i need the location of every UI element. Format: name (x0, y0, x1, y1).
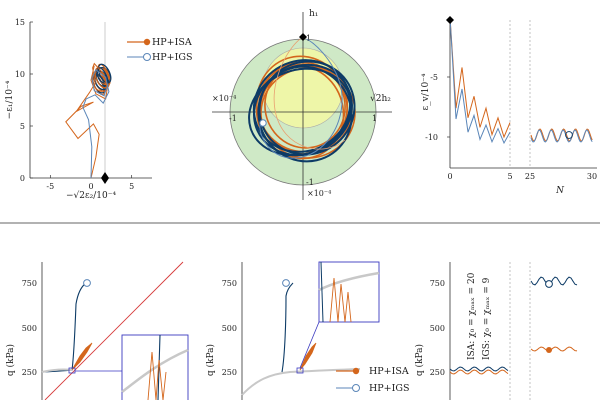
legend: HP+ISA HP+IGS (336, 366, 410, 394)
x-tick-0: 0 (447, 172, 452, 181)
marker-igs (83, 279, 91, 287)
isa-path (273, 39, 346, 150)
chart-bottom-left: 750 500 250 q (kPa) (5, 261, 189, 400)
inset-gray (121, 348, 189, 393)
marker-isa (546, 347, 552, 353)
igs-cycles-late (530, 276, 578, 286)
inset-gray (318, 271, 380, 292)
chart-top-right: -5 -10 0 5 25 30 ε_v/10⁻⁴ N (421, 16, 597, 196)
legend-isa-marker (352, 367, 360, 375)
y-tick-250: 250 (22, 368, 37, 377)
start-marker (446, 16, 454, 24)
y-tick-750: 750 (430, 279, 445, 288)
h2-label: √2h₂ (370, 93, 391, 104)
y-tick-5: -5 (430, 73, 438, 82)
chart-top-middle: h₁ √2h₂ ×10⁻⁴ ×10⁻⁴ -1 1 1 -1 (212, 9, 392, 200)
start-marker (101, 172, 109, 184)
y-tick-750: 750 (22, 279, 37, 288)
tick-left: -1 (229, 114, 237, 123)
zoom-connector (299, 321, 320, 369)
tick-bottom: -1 (306, 178, 314, 187)
series-igs (82, 69, 110, 178)
y-tick-label: 5 (20, 122, 25, 131)
tick-right: 1 (372, 114, 377, 123)
legend-igs-marker (143, 53, 151, 61)
legend-isa-label: HP+ISA (152, 37, 192, 48)
y-tick-500: 500 (222, 324, 237, 333)
y-tick-label: 15 (15, 18, 25, 27)
inset-igs (320, 261, 324, 323)
y-tick-label: 10 (15, 70, 25, 79)
y-tick-250: 250 (430, 368, 445, 377)
isa-spike (299, 342, 317, 371)
y-tick-500: 500 (430, 324, 445, 333)
chart-top-left: -5 0 5 0 5 10 15 −ε₁/10⁻⁴ −√2ε₂/10⁻⁴ HP+ISA HP… (5, 18, 193, 201)
marker-igs (259, 119, 267, 127)
inset (318, 261, 380, 323)
x-axis-label: −√2ε₂/10⁻⁴ (66, 190, 117, 201)
x-tick-25: 25 (525, 172, 535, 181)
annotation-isa: ISA: χ₀ = χₘₐₓ = 20 (467, 272, 477, 360)
x-tick-30: 30 (587, 172, 597, 181)
y-tick-250: 250 (222, 368, 237, 377)
y-axis-label: q (kPa) (414, 344, 425, 376)
inset-isa (329, 277, 352, 323)
x-tick-label: -5 (46, 182, 54, 191)
isa-cycles-late (530, 346, 578, 352)
h1-label: h₁ (309, 9, 318, 19)
isa-spike (71, 342, 93, 371)
inset-isa (147, 351, 167, 400)
igs-path (41, 282, 87, 373)
isa-loop (264, 63, 346, 149)
gray-curve (241, 368, 361, 396)
y-tick-750: 750 (222, 279, 237, 288)
scale-note-bottom: ×10⁻⁴ (307, 189, 331, 198)
inset-igs (157, 334, 161, 400)
y-axis-label: −ε₁/10⁻⁴ (5, 80, 15, 119)
igs-path (259, 39, 343, 159)
start-marker (299, 33, 307, 41)
igs-cycles-early (449, 366, 509, 372)
y-tick-10: -10 (425, 133, 438, 142)
tick-top: 1 (306, 34, 311, 43)
legend-isa-label: HP+ISA (369, 366, 409, 377)
chart-bottom-middle: 750 500 250 q (kPa) HP+ISA HP+IGS (205, 261, 410, 400)
reference-line (44, 261, 184, 400)
scale-note-left: ×10⁻⁴ (212, 94, 236, 103)
legend-igs-label: HP+IGS (369, 383, 410, 394)
x-tick-label: 5 (129, 182, 134, 191)
series-igs (449, 16, 511, 145)
x-tick-5: 5 (507, 172, 512, 181)
igs-loop (97, 63, 112, 84)
y-tick-label: 0 (20, 174, 25, 183)
legend-isa-marker (143, 38, 151, 46)
y-axis-label: q (kPa) (205, 344, 216, 376)
y-tick-500: 500 (22, 324, 37, 333)
legend-igs-marker (352, 384, 360, 392)
y-axis-label: q (kPa) (5, 344, 16, 376)
gray-curve (41, 368, 73, 373)
series-igs-late (530, 129, 593, 143)
chart-bottom-right: 750 500 250 q (kPa) ISA: χ₀ = χₘₐₓ = 20 … (414, 262, 578, 400)
marker-igs (282, 279, 290, 287)
y-axis-label: ε_v/10⁻⁴ (421, 73, 431, 110)
annotation-igs: IGS: χ₀ = χₘₐₓ = 9 (482, 277, 492, 360)
x-axis-label: N (555, 186, 565, 196)
isa-cycles-early (449, 369, 509, 375)
x-tick-label: 0 (88, 182, 93, 191)
zoom-box-small (68, 367, 76, 374)
legend: HP+ISA HP+IGS (127, 37, 193, 63)
marker-igs (565, 131, 573, 139)
legend-igs-label: HP+IGS (152, 52, 193, 63)
series-isa (449, 16, 511, 139)
marker-igs (545, 280, 553, 288)
igs-path (281, 282, 294, 373)
